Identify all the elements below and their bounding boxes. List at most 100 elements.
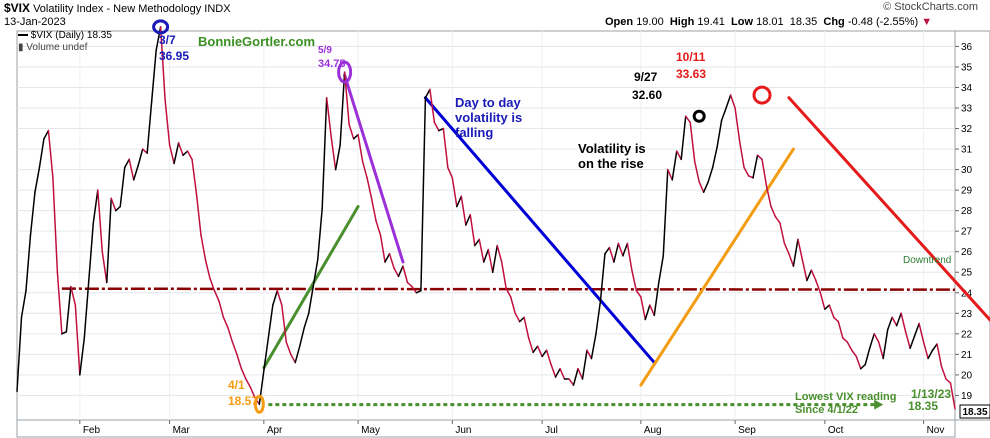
- watermark: BonnieGortler.com: [198, 34, 315, 49]
- marker-may9: [337, 60, 353, 84]
- series-segment: [653, 281, 660, 317]
- series-segment: [92, 189, 99, 224]
- x-tick-label: Apr: [267, 425, 283, 436]
- series-segment: [945, 378, 952, 384]
- series-segment: [635, 289, 642, 298]
- series-segment: [316, 207, 323, 261]
- series-segment: [680, 115, 687, 161]
- series-segment: [227, 326, 234, 343]
- y-tick-label: 22: [961, 329, 973, 340]
- y-tick-label: 19: [961, 391, 973, 402]
- series-segment: [765, 185, 772, 208]
- annotation-sep27-date: 9/27: [634, 70, 658, 84]
- series-segment: [79, 337, 86, 376]
- series-segment: [684, 115, 691, 124]
- series-segment: [913, 322, 920, 337]
- series-segment: [617, 242, 624, 257]
- series-segment: [474, 238, 481, 247]
- x-axis-frame: [16, 419, 956, 438]
- series-segment: [245, 378, 252, 388]
- series-segment: [770, 205, 777, 218]
- open-label: Open: [605, 16, 634, 28]
- series-segment: [667, 168, 674, 181]
- y-axis: 192021222324252627282930313233343536: [955, 42, 973, 402]
- series-segment: [195, 193, 202, 237]
- series-segment: [671, 150, 678, 181]
- series-segment: [325, 96, 332, 138]
- series-segment: [833, 316, 840, 323]
- series-segment: [599, 253, 606, 302]
- trendline: [423, 96, 656, 365]
- series-segment: [393, 267, 400, 278]
- series-segment: [38, 138, 45, 169]
- series-segment: [110, 197, 117, 212]
- series-segment: [366, 177, 373, 200]
- high-label: High: [669, 16, 695, 28]
- support-arrowhead: [874, 399, 884, 410]
- series-segment: [927, 349, 934, 360]
- annotation-falling-line1: Day to day: [455, 95, 522, 110]
- x-tick-label: Jun: [455, 425, 471, 436]
- series-segment: [689, 121, 696, 163]
- series-segment: [177, 142, 184, 156]
- series-segment: [550, 363, 557, 378]
- series-segment: [729, 94, 736, 109]
- series-segment: [572, 367, 579, 386]
- series-segment: [725, 94, 732, 109]
- marker-oct11: [752, 85, 772, 105]
- series-segment: [263, 337, 270, 372]
- series-segment: [173, 142, 180, 165]
- annotation-falling-line2: volatility is: [455, 110, 522, 125]
- low-value: 18.01: [756, 16, 784, 28]
- series-segment: [846, 341, 853, 352]
- y-tick-label: 32: [961, 124, 973, 135]
- x-tick-label: May: [361, 425, 380, 436]
- series-segment: [590, 333, 597, 360]
- annotation-oct11-date: 10/11: [676, 50, 706, 64]
- y-tick-label: 34: [961, 83, 973, 94]
- chg-value: -0.48 (-2.55%): [847, 16, 919, 28]
- y-tick-label: 20: [961, 370, 973, 381]
- series-segment: [527, 337, 534, 354]
- series-segment: [339, 71, 346, 146]
- annotation-may9-value: 34.75: [318, 58, 346, 70]
- series-segment: [420, 96, 427, 292]
- series-segment: [65, 285, 72, 333]
- series-segment: [25, 234, 32, 292]
- series-segment: [397, 265, 404, 278]
- annotation-may9-date: 5/9: [318, 45, 332, 56]
- legend-volume: ▮ Volume undef: [18, 42, 87, 53]
- series-segment: [47, 129, 54, 179]
- series-segment: [904, 331, 911, 349]
- series-segment: [864, 347, 871, 366]
- series-segment: [213, 289, 220, 302]
- annotation-jan13-value: 18.35: [908, 399, 938, 413]
- series-segment: [707, 166, 714, 183]
- trendline: [787, 96, 990, 323]
- y-tick-label: 33: [961, 104, 973, 115]
- series-segment: [577, 367, 584, 380]
- legend-series-label: $VIX (Daily) 18.35: [30, 30, 112, 41]
- annotation-apr1-date: 4/1: [228, 378, 245, 392]
- series-segment: [702, 181, 709, 193]
- series-segment: [644, 304, 651, 321]
- series-segment: [545, 349, 552, 366]
- series-segment: [200, 234, 207, 261]
- last-price-tag-text: 18.35: [962, 407, 987, 418]
- series-segment: [536, 345, 543, 358]
- series-segment: [415, 289, 422, 294]
- series-segment: [891, 316, 898, 327]
- x-tick-label: Oct: [828, 425, 844, 436]
- series-segment: [711, 146, 718, 169]
- series-segment: [312, 259, 319, 288]
- series-segment: [909, 335, 916, 349]
- series-segment: [851, 349, 858, 358]
- series-segment: [554, 367, 561, 378]
- copyright: © StockCharts.com: [883, 1, 978, 13]
- series-segment: [895, 312, 902, 327]
- series-segment: [402, 265, 409, 284]
- series-segment: [106, 197, 112, 284]
- series-segment: [222, 316, 229, 329]
- series-segment: [83, 279, 90, 339]
- series-segment: [258, 370, 265, 405]
